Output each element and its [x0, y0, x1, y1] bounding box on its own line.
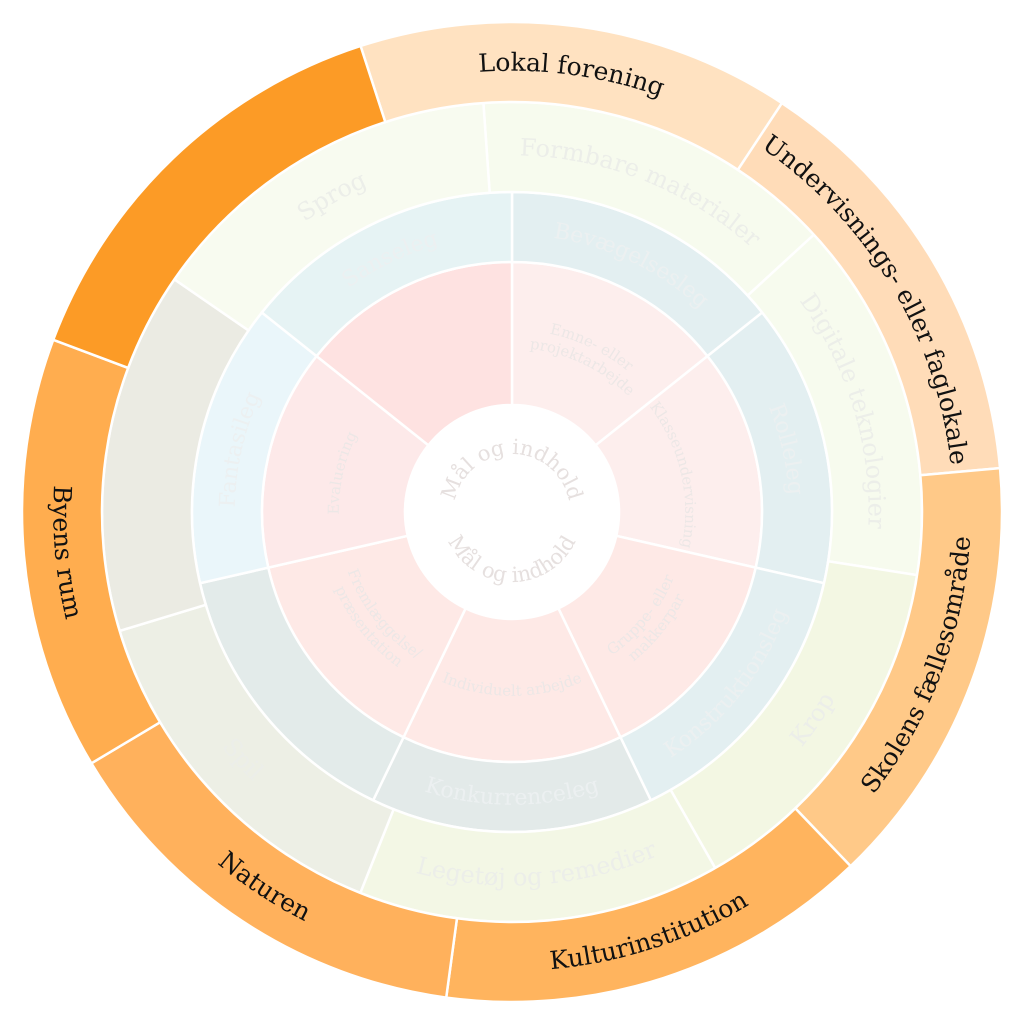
center-hub: Mål og indhold Mål og indhold: [406, 406, 618, 618]
center-circle: [406, 406, 618, 618]
segment-laeringsrum-6[interactable]: [51, 44, 387, 370]
ring-organisering: Emne- ellerprojektarbejdeKlasseundervisn…: [260, 260, 764, 764]
